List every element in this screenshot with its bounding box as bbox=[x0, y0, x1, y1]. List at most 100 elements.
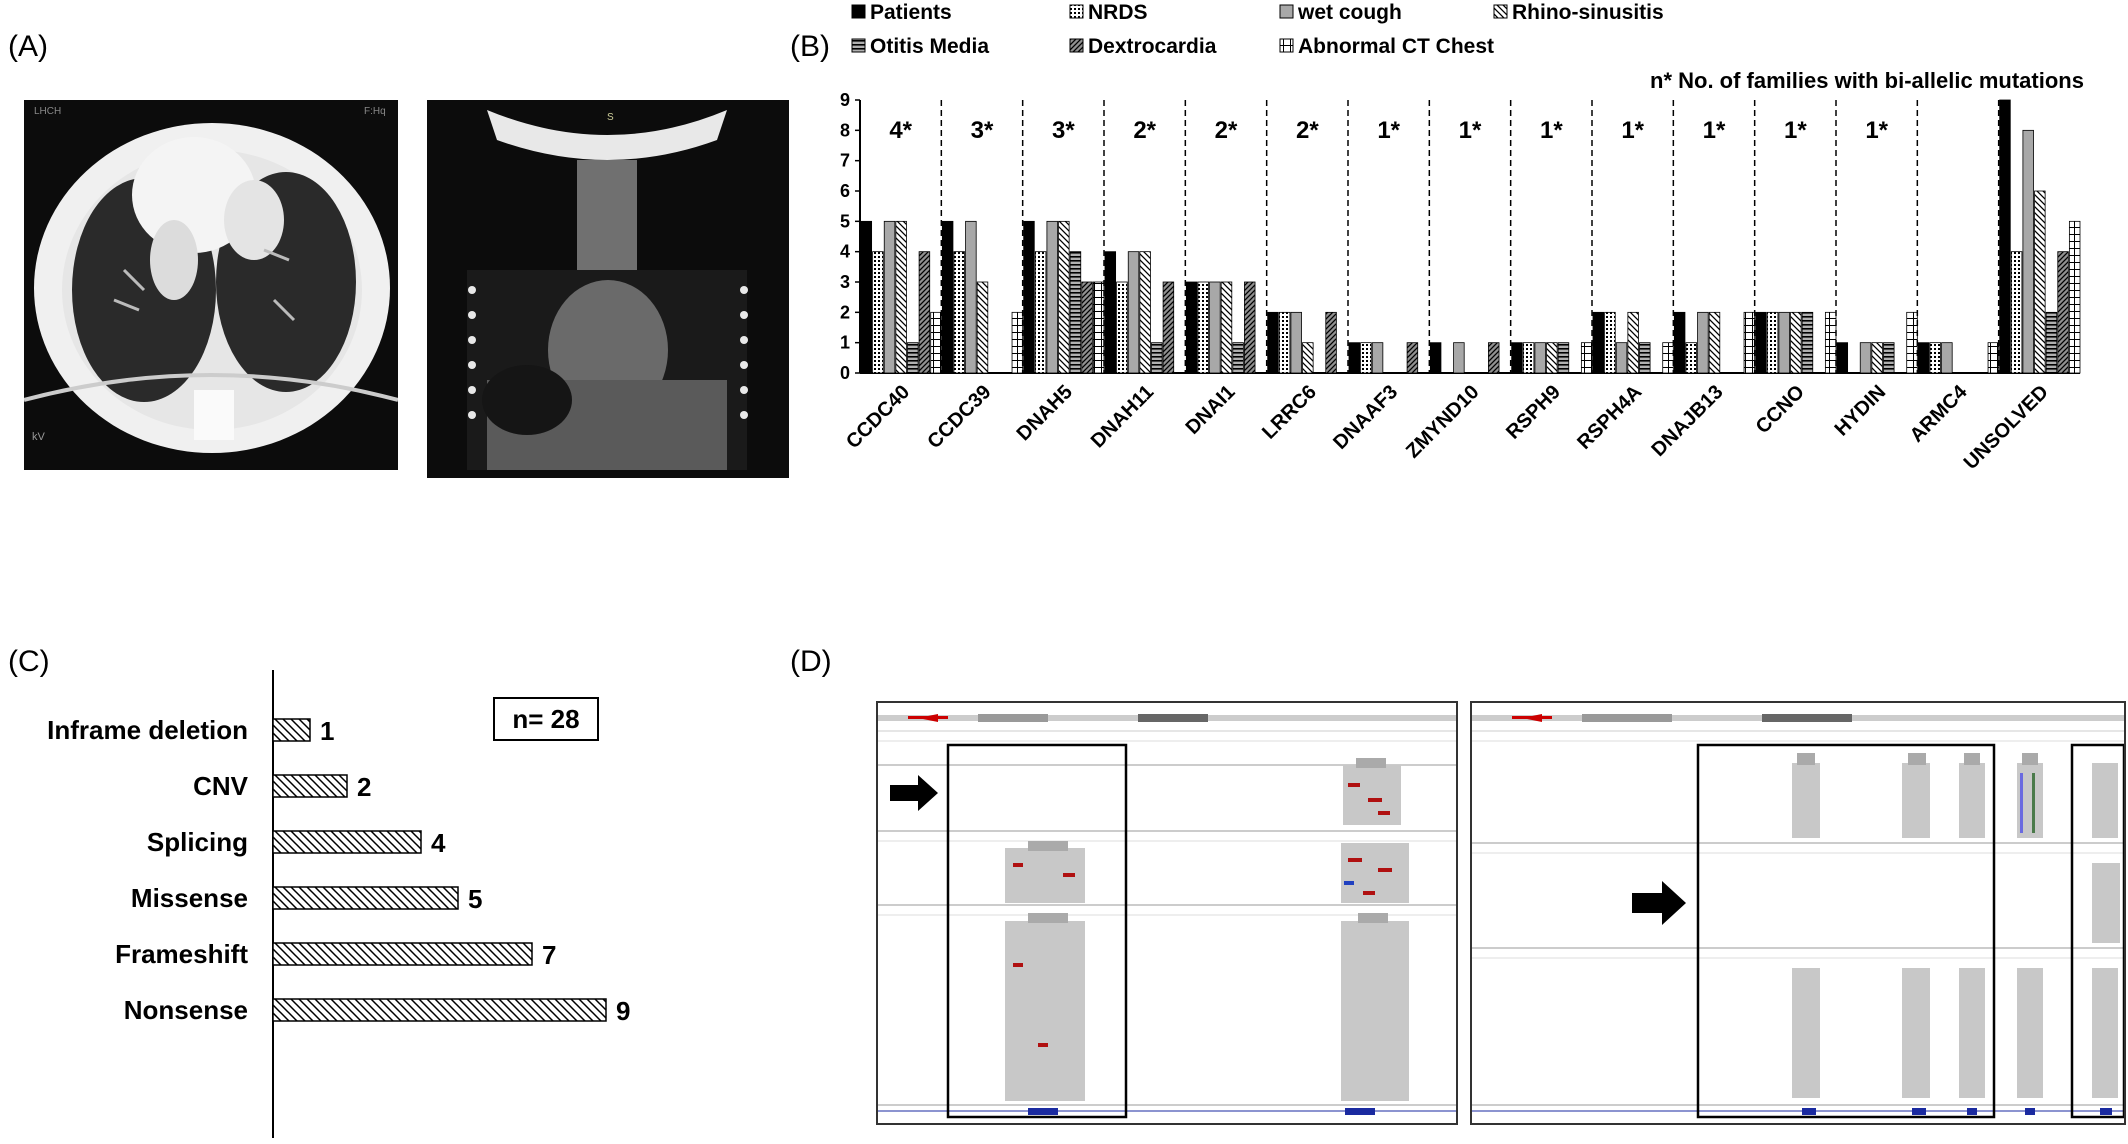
bar-dnah11-otitis-media bbox=[1151, 342, 1163, 374]
bar-nonsense bbox=[272, 998, 607, 1022]
bar-dnai1-dextrocardia bbox=[1244, 281, 1256, 374]
bar-dnajb13-rhino-sinusitis bbox=[1708, 311, 1721, 374]
bar-ccdc40-wet-cough bbox=[883, 220, 896, 374]
bar-rsph9-abnormal-ct-chest bbox=[1580, 342, 1593, 374]
x-tick-label: CCDC40 bbox=[842, 381, 914, 453]
x-tick-label: RSPH9 bbox=[1502, 381, 1565, 444]
legend-swatch-wet-cough bbox=[1279, 4, 1294, 19]
bar-ccdc40-nrds bbox=[872, 251, 884, 374]
bar-dnah5-nrds bbox=[1034, 251, 1047, 374]
data-label: 4 bbox=[431, 828, 446, 858]
y-tick-label: 5 bbox=[840, 211, 850, 231]
legend-label-wet-cough: wet cough bbox=[1297, 1, 1402, 24]
bar-dnajb13-nrds bbox=[1685, 342, 1697, 374]
bar-rsph4a-wet-cough bbox=[1615, 342, 1628, 374]
data-label: 2 bbox=[357, 772, 371, 802]
bar-ccdc40-dextrocardia bbox=[918, 251, 931, 374]
y-tick-label: 7 bbox=[840, 151, 850, 171]
bar-missense bbox=[272, 886, 459, 910]
bar-dnajb13-wet-cough bbox=[1697, 311, 1709, 374]
ct-coronal-chest-image: S I bbox=[427, 100, 789, 478]
panel-label-c: (C) bbox=[8, 645, 50, 678]
family-count-label: 2* bbox=[1215, 117, 1238, 144]
ct-bottom-left-label: kV bbox=[32, 431, 46, 443]
sample-size-annotation: n= 28 bbox=[512, 704, 579, 734]
phenotype-bar-chart: Patients NRDS wet cough Rhino-sinusitis Otit… bbox=[840, 1, 2084, 474]
bar-rsph4a-nrds bbox=[1604, 311, 1616, 374]
bar-unsolved-otitis-media bbox=[2045, 311, 2058, 374]
family-count-label: 2* bbox=[1133, 117, 1156, 144]
family-count-label: 1* bbox=[1703, 117, 1726, 144]
x-tick-label: RSPH4A bbox=[1573, 381, 1646, 454]
x-tick-label: DNAI1 bbox=[1182, 381, 1240, 439]
y-tick-label: CNV bbox=[193, 771, 249, 801]
bar-dnai1-patients bbox=[1185, 281, 1198, 374]
bar-dnah11-nrds bbox=[1116, 281, 1128, 374]
bar-rsph4a-rhino-sinusitis bbox=[1627, 311, 1639, 374]
bar-armc4-abnormal-ct-chest bbox=[1987, 342, 2000, 374]
data-label: 7 bbox=[542, 940, 556, 970]
y-tick-label: 9 bbox=[840, 90, 850, 110]
y-tick-label: 3 bbox=[840, 272, 850, 292]
bar-rsph9-patients bbox=[1511, 342, 1523, 374]
bar-unsolved-wet-cough bbox=[2022, 129, 2034, 374]
bar-ccno-rhino-sinusitis bbox=[1790, 311, 1802, 374]
bar-dnai1-otitis-media bbox=[1232, 342, 1244, 374]
bar-dnah11-patients bbox=[1104, 251, 1117, 374]
sample-size-box bbox=[493, 697, 599, 741]
legend-swatch-nrds bbox=[1069, 4, 1084, 19]
bar-dnah5-otitis-media bbox=[1069, 251, 1082, 374]
bar-lrrc6-wet-cough bbox=[1290, 311, 1302, 374]
y-tick-label: 1 bbox=[840, 333, 850, 353]
bar-dnai1-nrds bbox=[1197, 281, 1209, 374]
chart-legend: Patients NRDS wet cough Rhino-sinusitis Otit… bbox=[851, 1, 1664, 58]
bar-lrrc6-nrds bbox=[1278, 311, 1291, 374]
x-tick-label: DNAH11 bbox=[1087, 381, 1158, 452]
legend-swatch-dextrocardia bbox=[1069, 38, 1084, 53]
y-tick-label: 4 bbox=[840, 242, 850, 262]
bar-hydin-wet-cough bbox=[1859, 342, 1872, 374]
x-tick-label: ZMYND10 bbox=[1402, 381, 1484, 463]
bar-cnv bbox=[272, 774, 348, 798]
family-count-label: 1* bbox=[1784, 117, 1807, 144]
bar-dnajb13-patients bbox=[1673, 311, 1686, 374]
family-count-label: 2* bbox=[1296, 117, 1319, 144]
legend-swatch-abnormal-ct-chest bbox=[1279, 38, 1294, 53]
bar-unsolved-dextrocardia bbox=[2057, 251, 2069, 374]
y-tick-label: 8 bbox=[840, 120, 850, 140]
panel-label-b: (B) bbox=[790, 30, 830, 63]
bar-inframe-deletion bbox=[272, 718, 311, 742]
mutation-type-bar-chart: Inframe deletion 1 CNV 2 Splicing 4 Missense 5 F… bbox=[47, 670, 630, 1138]
bar-hydin-otitis-media bbox=[1883, 342, 1895, 374]
bar-dnah5-abnormal-ct-chest bbox=[1092, 281, 1105, 374]
bar-rsph9-rhino-sinusitis bbox=[1546, 342, 1558, 374]
bar-dnaaf3-nrds bbox=[1360, 342, 1372, 374]
bar-rsph4a-abnormal-ct-chest bbox=[1662, 342, 1674, 374]
bar-ccno-nrds bbox=[1766, 311, 1779, 374]
bar-dnah11-dextrocardia bbox=[1162, 281, 1175, 374]
bar-ccdc39-rhino-sinusitis bbox=[976, 281, 989, 374]
bar-rsph4a-patients bbox=[1592, 311, 1605, 374]
bar-unsolved-patients bbox=[1999, 99, 2011, 374]
bar-hydin-abnormal-ct-chest bbox=[1906, 311, 1918, 374]
bar-zmynd10-wet-cough bbox=[1453, 342, 1465, 374]
panel-label-d: (D) bbox=[790, 645, 832, 678]
bar-ccdc39-patients bbox=[941, 220, 954, 374]
data-label: 5 bbox=[468, 884, 482, 914]
y-tick-label: Missense bbox=[131, 883, 248, 913]
chart-title: n* No. of families with bi-allelic mutat… bbox=[1650, 68, 2084, 93]
family-count-label: 3* bbox=[971, 117, 994, 144]
bar-dnaaf3-wet-cough bbox=[1371, 342, 1384, 374]
data-label: 1 bbox=[320, 716, 334, 746]
bar-hydin-patients bbox=[1836, 342, 1849, 374]
legend-label-nrds: NRDS bbox=[1088, 1, 1148, 24]
legend-swatch-otitis-media bbox=[851, 38, 866, 53]
legend-swatch-rhino-sinusitis bbox=[1493, 4, 1508, 19]
igv-browser-view-right bbox=[1470, 701, 2126, 1125]
bar-dnah11-wet-cough bbox=[1127, 251, 1140, 374]
legend-label-patients: Patients bbox=[870, 1, 952, 24]
legend-label-rhino-sinusitis: Rhino-sinusitis bbox=[1512, 1, 1664, 24]
data-label: 9 bbox=[616, 996, 630, 1026]
igv-browser-view-left bbox=[876, 701, 1458, 1125]
family-count-label: 1* bbox=[1865, 117, 1888, 144]
